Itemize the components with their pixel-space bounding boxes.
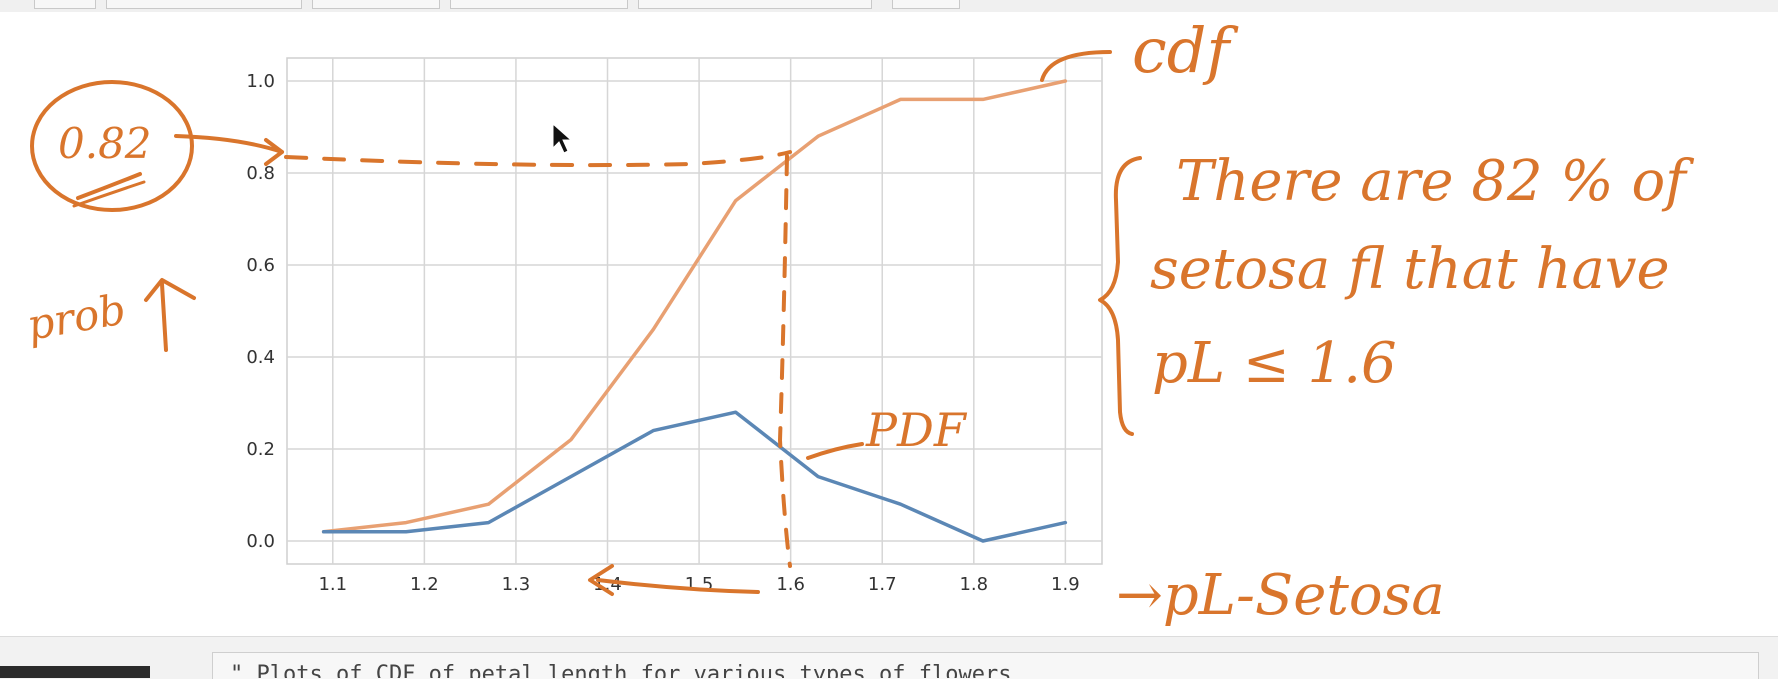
series-line-cdf <box>321 79 1068 534</box>
toolbar-button[interactable] <box>638 0 872 9</box>
toolbar-button[interactable] <box>312 0 440 9</box>
cell-prompt-marker <box>0 666 150 678</box>
y-tick-label: 1.0 <box>246 71 275 92</box>
toolbar-button[interactable] <box>106 0 302 9</box>
y-tick-label: 0.6 <box>246 255 275 276</box>
prob-label: prob <box>23 284 129 349</box>
x-tick-label: 1.3 <box>502 574 531 595</box>
y-tick-label: 0.4 <box>246 347 275 368</box>
dashed-horizontal-guide <box>284 150 792 168</box>
prob-arrow <box>160 282 168 352</box>
x-tick-label: 1.6 <box>776 574 805 595</box>
note-line-3: pL ≤ 1.6 <box>1152 331 1397 396</box>
arrow-head <box>588 564 614 596</box>
y-tick-labels: 0.0 0.2 0.4 0.6 0.8 1.0 <box>246 71 275 552</box>
pdf-pointer <box>806 442 864 460</box>
underline-stroke <box>72 180 146 208</box>
value-circle <box>30 80 194 212</box>
toolbar-button[interactable] <box>34 0 96 9</box>
arrow-head <box>144 278 196 302</box>
toolbar-button[interactable] <box>892 0 960 9</box>
series-line-pdf <box>321 410 1068 543</box>
code-cell-input[interactable] <box>212 652 1759 679</box>
x-tick-label: 1.1 <box>318 574 347 595</box>
code-cell-text: " Plots of CDF of petal length for vario… <box>230 664 1012 678</box>
x-tick-label: 1.9 <box>1051 574 1080 595</box>
y-tick-label: 0.2 <box>246 439 275 460</box>
handwritten-annotations <box>30 50 1142 596</box>
value-circle-text: 0.82 <box>58 119 152 168</box>
y-tick-label: 0.0 <box>246 531 275 552</box>
x-tick-labels: 1.1 1.2 1.3 1.4 1.5 1.6 1.7 1.8 1.9 <box>318 574 1079 595</box>
arrow-head <box>264 138 284 166</box>
mouse-cursor-icon <box>552 122 573 154</box>
x-tick-label: 1.7 <box>868 574 897 595</box>
xaxis-note: →pL-Setosa <box>1116 563 1445 628</box>
toolbar-button[interactable] <box>450 0 628 9</box>
note-line-1: There are 82 % of <box>1176 149 1695 214</box>
underline-stroke <box>76 172 142 200</box>
curly-brace <box>1098 156 1142 436</box>
grid-lines <box>287 58 1102 564</box>
cdf-label: cdf <box>1132 14 1239 87</box>
series-lines <box>321 79 1068 543</box>
pdf-label: PDF <box>865 403 968 457</box>
y-tick-label: 0.8 <box>246 163 275 184</box>
dashed-vertical-guide <box>778 154 792 568</box>
note-line-2: setosa fl that have <box>1150 237 1670 302</box>
notebook-toolbar-strip <box>0 0 1778 12</box>
cdf-pointer <box>1040 50 1112 82</box>
x-tick-label: 1.2 <box>410 574 439 595</box>
xaxis-arrow <box>596 578 760 594</box>
plot-area <box>286 57 1103 565</box>
circle-arrow <box>174 134 284 154</box>
x-tick-label: 1.8 <box>959 574 988 595</box>
